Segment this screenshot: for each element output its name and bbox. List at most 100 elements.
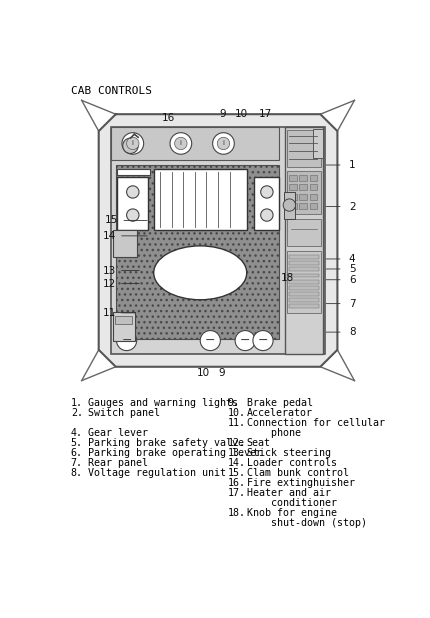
Text: 10.: 10.	[227, 407, 246, 418]
Circle shape	[117, 331, 137, 350]
Bar	[116, 165, 279, 339]
Bar	[289, 203, 297, 209]
Circle shape	[261, 186, 273, 198]
Bar	[299, 184, 307, 190]
Text: shut-down (stop): shut-down (stop)	[247, 518, 367, 528]
Bar	[287, 171, 321, 214]
Bar	[287, 252, 321, 313]
Text: i: i	[180, 140, 182, 146]
Text: 18: 18	[280, 273, 294, 283]
Text: Switch panel: Switch panel	[88, 407, 160, 418]
Text: Seat: Seat	[247, 438, 271, 447]
Text: 1.: 1.	[71, 397, 83, 407]
Text: −: −	[205, 334, 215, 347]
Text: 15: 15	[105, 216, 119, 226]
Text: 9.: 9.	[227, 397, 240, 407]
Bar	[114, 231, 137, 258]
Bar	[287, 219, 321, 246]
Text: 1: 1	[349, 160, 356, 170]
Bar	[289, 292, 319, 296]
Text: 9: 9	[219, 109, 226, 119]
Bar	[285, 127, 323, 355]
Text: 7.: 7.	[71, 457, 83, 468]
Bar	[114, 312, 135, 341]
Circle shape	[170, 133, 192, 154]
Circle shape	[200, 331, 220, 350]
Bar	[313, 129, 322, 158]
Bar	[117, 169, 150, 175]
Text: 7: 7	[349, 298, 356, 308]
Text: 8: 8	[349, 327, 356, 337]
Text: −: −	[121, 334, 132, 347]
Text: 6.: 6.	[71, 447, 83, 457]
Text: i: i	[222, 140, 224, 146]
Bar	[289, 261, 319, 265]
Text: −: −	[240, 334, 250, 347]
Text: Accelerator: Accelerator	[247, 407, 313, 418]
Text: Rear panel: Rear panel	[88, 457, 148, 468]
Text: 16.: 16.	[227, 478, 246, 488]
Text: Parking brake operating lever: Parking brake operating lever	[88, 447, 262, 457]
Text: Connection for cellular: Connection for cellular	[247, 418, 385, 428]
Bar	[111, 127, 325, 355]
Text: Gear lever: Gear lever	[88, 428, 148, 438]
Bar	[299, 203, 307, 209]
Bar	[289, 268, 319, 271]
Text: i: i	[132, 140, 134, 146]
Bar	[255, 177, 279, 231]
Text: 5.: 5.	[71, 438, 83, 447]
Text: 12.: 12.	[227, 438, 246, 447]
Bar	[310, 193, 317, 200]
Text: Voltage regulation unit: Voltage regulation unit	[88, 468, 226, 478]
Text: 14: 14	[103, 231, 116, 241]
Circle shape	[123, 138, 138, 153]
Bar	[289, 286, 319, 290]
Text: 14.: 14.	[227, 457, 246, 468]
Circle shape	[126, 186, 139, 198]
Text: 15.: 15.	[227, 468, 246, 478]
Circle shape	[126, 209, 139, 221]
Text: 6: 6	[349, 275, 356, 285]
Bar	[310, 175, 317, 181]
Circle shape	[126, 137, 139, 150]
Text: 12: 12	[103, 279, 116, 289]
Bar	[310, 184, 317, 190]
Text: Fire extinghuisher: Fire extinghuisher	[247, 478, 355, 488]
Text: 11: 11	[103, 308, 116, 318]
Text: 17: 17	[259, 109, 272, 119]
Text: conditioner: conditioner	[247, 497, 337, 507]
Text: 2: 2	[349, 201, 356, 211]
Bar	[111, 127, 279, 161]
Text: Gauges and warning lights: Gauges and warning lights	[88, 397, 238, 407]
Text: 13.: 13.	[227, 447, 246, 457]
Bar	[289, 255, 319, 259]
Text: 13: 13	[103, 266, 116, 276]
Circle shape	[212, 133, 234, 154]
Bar	[289, 274, 319, 277]
Text: Knob for engine: Knob for engine	[247, 507, 337, 518]
Ellipse shape	[154, 246, 247, 300]
Text: 17.: 17.	[227, 488, 246, 497]
Text: 10: 10	[197, 368, 210, 378]
Text: Loader controls: Loader controls	[247, 457, 337, 468]
Circle shape	[235, 331, 255, 350]
Text: 18.: 18.	[227, 507, 246, 518]
Text: Stick steering: Stick steering	[247, 447, 331, 457]
Bar	[289, 193, 297, 200]
Bar	[289, 184, 297, 190]
Bar	[289, 175, 297, 181]
Bar	[287, 130, 321, 167]
Circle shape	[217, 137, 230, 150]
Bar	[289, 298, 319, 302]
Bar	[117, 177, 148, 231]
Text: 11.: 11.	[227, 418, 246, 428]
Text: 8.: 8.	[71, 468, 83, 478]
Circle shape	[122, 133, 144, 154]
Text: phone: phone	[247, 428, 301, 438]
Bar	[310, 203, 317, 209]
Bar	[115, 316, 132, 324]
Text: 4: 4	[349, 254, 356, 264]
Text: Heater and air: Heater and air	[247, 488, 331, 497]
Text: 4.: 4.	[71, 428, 83, 438]
Bar	[289, 305, 319, 308]
